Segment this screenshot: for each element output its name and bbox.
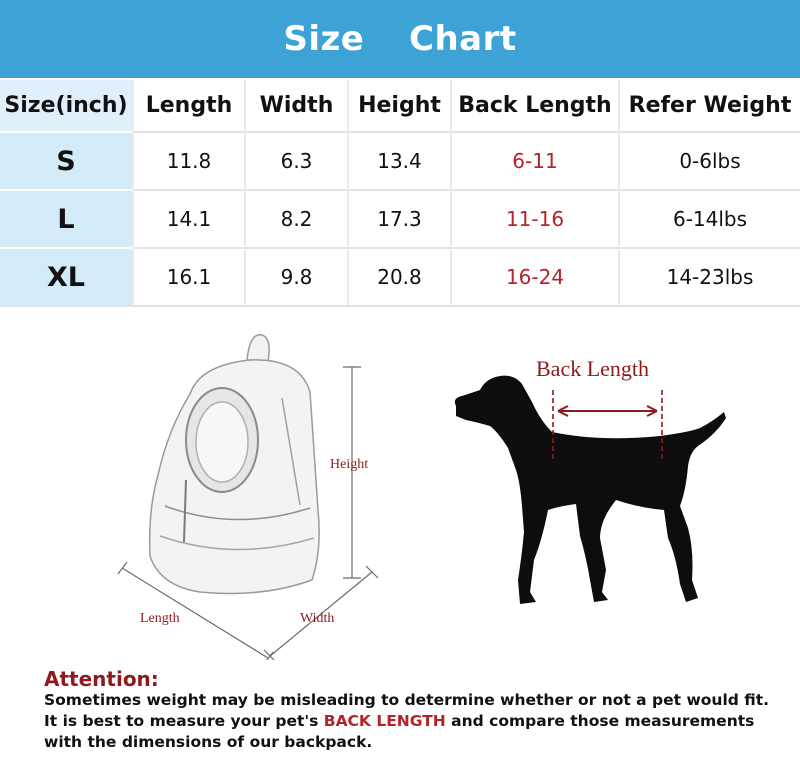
header-size: Size(inch) <box>0 80 133 132</box>
attention-title: Attention: <box>44 667 159 691</box>
length-cell: 14.1 <box>132 189 245 248</box>
header-length: Length <box>132 80 245 132</box>
width-cell: 9.8 <box>244 247 348 307</box>
attention-line-2-start: It is best to measure your pet's <box>44 712 324 730</box>
height-cell: 17.3 <box>347 189 451 248</box>
width-cell: 6.3 <box>244 131 348 190</box>
size-chart-banner: Size Chart <box>0 0 800 78</box>
width-dimension <box>263 565 379 660</box>
table-row: XL 16.1 9.8 20.8 16-24 14-23lbs <box>0 247 800 307</box>
height-cell: 13.4 <box>347 131 451 190</box>
back-length-cell: 16-24 <box>450 247 619 307</box>
width-label: Width <box>300 611 334 626</box>
header-width: Width <box>244 80 348 132</box>
measurement-illustrations: Height Length Width Back Length <box>117 333 726 660</box>
attention-line-2-end: and compare those measurements <box>445 712 755 730</box>
attention-line-1: Sometimes weight may be misleading to de… <box>44 691 770 709</box>
attention-line-2: It is best to measure your pet's BACK LE… <box>44 711 784 732</box>
dog-illustration <box>454 375 726 604</box>
length-label: Length <box>140 611 180 626</box>
back-length-cell: 6-11 <box>450 131 619 190</box>
height-dimension <box>343 366 361 579</box>
back-length-cell: 11-16 <box>450 189 619 248</box>
back-length-dimension <box>552 390 663 460</box>
size-table: Size(inch) Length Width Height Back Leng… <box>0 80 800 307</box>
weight-cell: 6-14lbs <box>618 189 800 248</box>
banner-title: Size Chart <box>283 19 517 59</box>
back-length-label: Back Length <box>536 356 649 381</box>
table-row: S 11.8 6.3 13.4 6-11 0-6lbs <box>0 131 800 190</box>
weight-cell: 0-6lbs <box>618 131 800 190</box>
length-cell: 16.1 <box>132 247 245 307</box>
table-header-row: Size(inch) Length Width Height Back Leng… <box>0 80 800 132</box>
height-label: Height <box>330 457 368 472</box>
table-row: L 14.1 8.2 17.3 11-16 6-14lbs <box>0 189 800 248</box>
backpack-illustration <box>148 333 320 595</box>
width-cell: 8.2 <box>244 189 348 248</box>
height-cell: 20.8 <box>347 247 451 307</box>
attention-note: Attention: Sometimes weight may be misle… <box>44 668 784 753</box>
back-length-highlight: BACK LENGTH <box>323 712 446 730</box>
size-cell: S <box>0 131 133 190</box>
attention-line-3: with the dimensions of our backpack. <box>44 733 373 751</box>
length-cell: 11.8 <box>132 131 245 190</box>
header-back-length: Back Length <box>450 80 619 132</box>
weight-cell: 14-23lbs <box>618 247 800 307</box>
header-refer-weight: Refer Weight <box>618 80 800 132</box>
size-cell: L <box>0 189 133 248</box>
size-cell: XL <box>0 247 133 307</box>
header-height: Height <box>347 80 451 132</box>
